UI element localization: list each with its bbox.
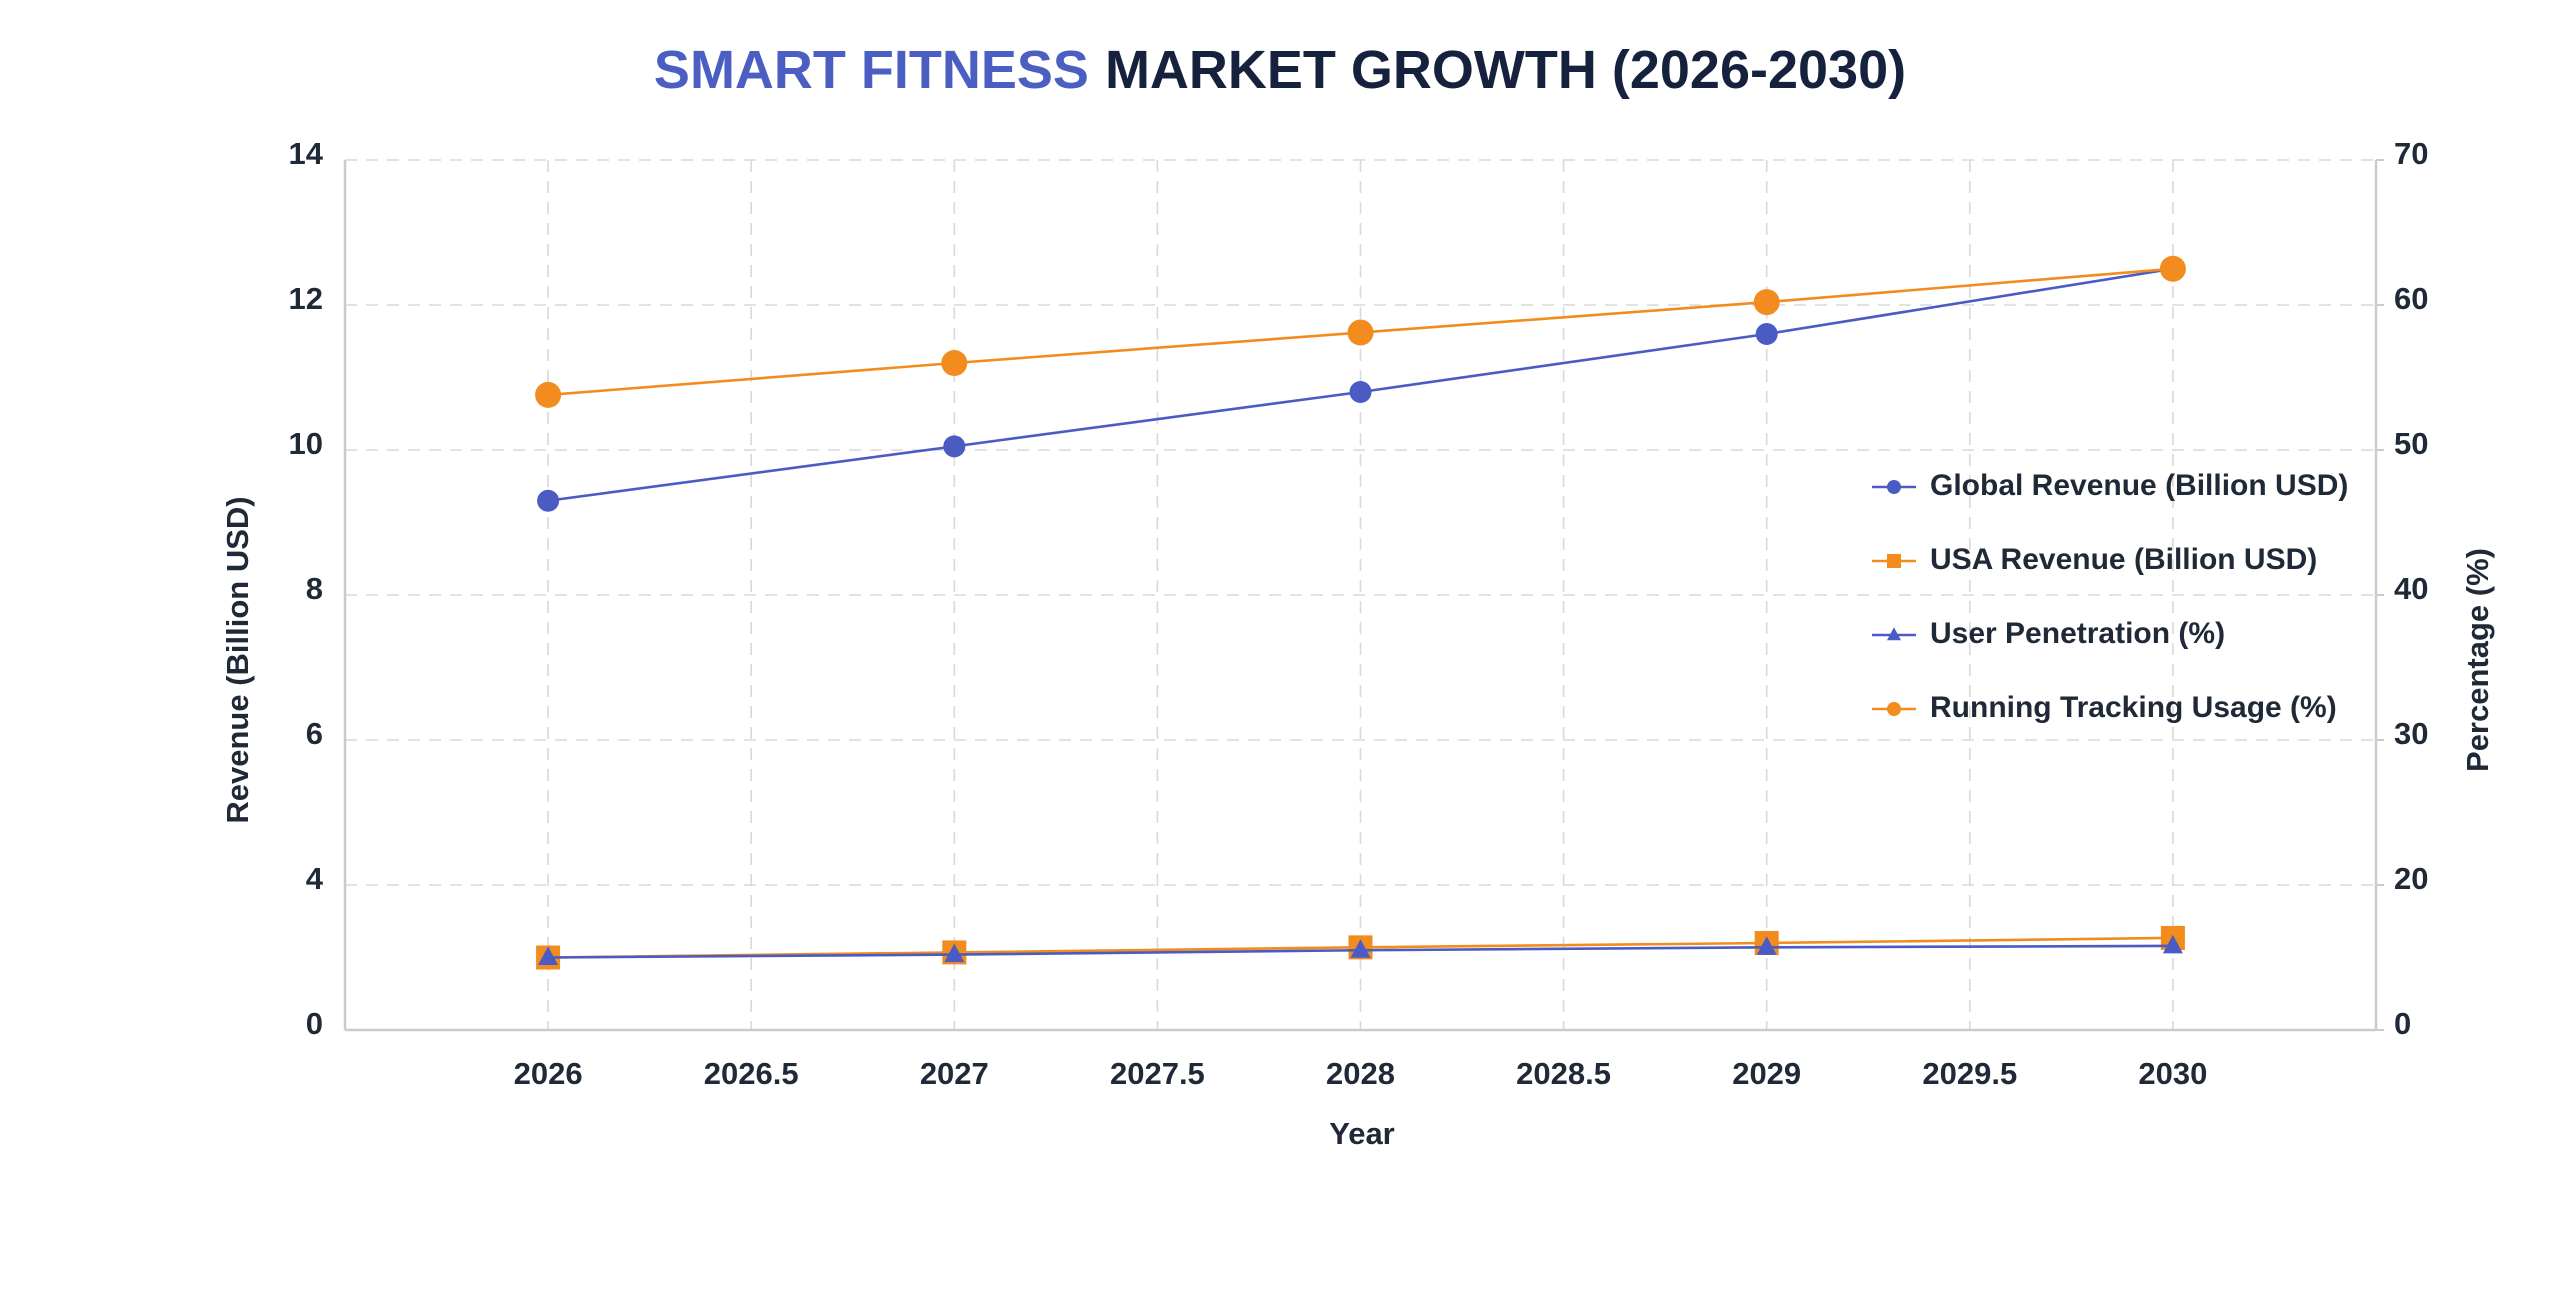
marker <box>1756 936 1777 955</box>
x-tick-label: 2029 <box>1732 1056 1801 1091</box>
title-highlight: SMART FITNESS <box>654 40 1089 100</box>
x-tick-label: 2028 <box>1326 1056 1395 1091</box>
chart-title: SMART FITNESS MARKET GROWTH (2026-2030) <box>654 40 1906 100</box>
x-tick-label: 2026.5 <box>704 1056 799 1091</box>
marker <box>1350 939 1371 958</box>
y2-tick-label: 30 <box>2394 716 2428 751</box>
y-tick-label: 8 <box>306 571 323 606</box>
y2-tick-label: 70 <box>2394 136 2428 171</box>
x-tick-label: 2028.5 <box>1516 1056 1611 1091</box>
y-tick-label: 14 <box>289 136 324 171</box>
marker <box>1755 323 1778 345</box>
marker <box>1887 480 1901 494</box>
y2-tick-label: 0 <box>2394 1006 2411 1041</box>
marker <box>1347 319 1374 346</box>
y-tick-label: 0 <box>306 1006 323 1041</box>
x-tick-label: 2029.5 <box>1922 1056 2017 1091</box>
marker <box>1887 702 1901 716</box>
y2-tick-label: 50 <box>2394 426 2428 461</box>
x-tick-label: 2030 <box>2138 1056 2207 1091</box>
marker <box>944 943 965 963</box>
marker <box>1887 627 1901 641</box>
x-tick-label: 2026 <box>514 1056 583 1091</box>
marker <box>538 946 559 965</box>
y-tick-label: 4 <box>306 861 324 896</box>
y2-tick-label: 40 <box>2394 571 2428 606</box>
x-axis-title: Year <box>1329 1116 1395 1151</box>
y2-axis-title: Percentage (%) <box>2460 548 2495 772</box>
title-rest: MARKET GROWTH (2026-2030) <box>1105 40 1906 100</box>
y-tick-label: 12 <box>289 281 323 316</box>
marker <box>2162 934 2183 954</box>
marker <box>535 381 562 408</box>
marker <box>537 489 560 512</box>
x-tick-label: 2027 <box>920 1056 989 1091</box>
marker <box>1887 554 1901 568</box>
marker <box>1349 381 1372 403</box>
marker <box>941 350 968 376</box>
y-axis-title: Revenue (Billion USD) <box>220 496 255 823</box>
y-tick-label: 10 <box>289 426 323 461</box>
y-tick-label: 6 <box>306 716 323 751</box>
legend-label: USA Revenue (Billion USD) <box>1930 543 2317 576</box>
marker <box>943 435 966 458</box>
marker <box>2159 255 2186 282</box>
y2-tick-label: 20 <box>2394 861 2428 896</box>
y2-tick-label: 60 <box>2394 281 2428 316</box>
legend-label: Global Revenue (Billion USD) <box>1930 469 2348 502</box>
marker <box>1753 289 1780 316</box>
legend-label: Running Tracking Usage (%) <box>1930 691 2337 724</box>
legend-label: User Penetration (%) <box>1930 617 2225 650</box>
x-tick-label: 2027.5 <box>1110 1056 1205 1091</box>
